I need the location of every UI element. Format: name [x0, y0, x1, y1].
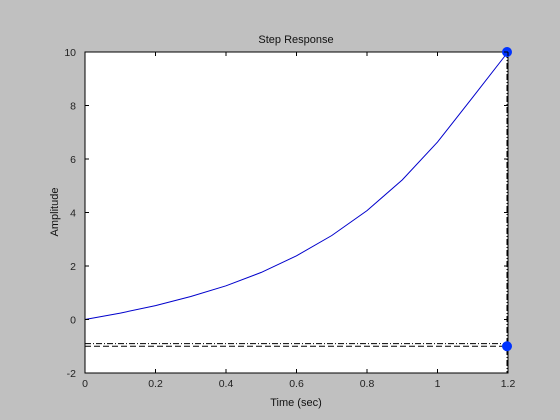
x-tick-label: 1.2: [501, 378, 516, 390]
step-response-line: [84, 51, 509, 320]
x-tick-label: 0.8: [360, 378, 375, 390]
data-marker: [502, 341, 512, 352]
x-tick-label: 1: [435, 378, 441, 390]
x-axis-label: Time (sec): [270, 397, 322, 409]
y-tick-label: 0: [70, 315, 76, 327]
y-tick-label: 6: [70, 154, 76, 166]
x-tick-label: 0.4: [219, 378, 234, 390]
plot-area: [84, 51, 509, 374]
y-tick-label: 4: [70, 208, 76, 220]
y-axis-label: Amplitude: [49, 188, 61, 237]
y-tick-label: 10: [64, 47, 76, 59]
x-tick-label: 0: [82, 378, 88, 390]
x-tick-label: 0.2: [148, 378, 163, 390]
y-tick-label: 2: [70, 261, 76, 273]
y-tick-label: -2: [67, 368, 76, 380]
x-tick-label: 0.6: [289, 378, 304, 390]
chart-title: Step Response: [258, 34, 333, 46]
y-tick-label: 8: [70, 101, 76, 113]
